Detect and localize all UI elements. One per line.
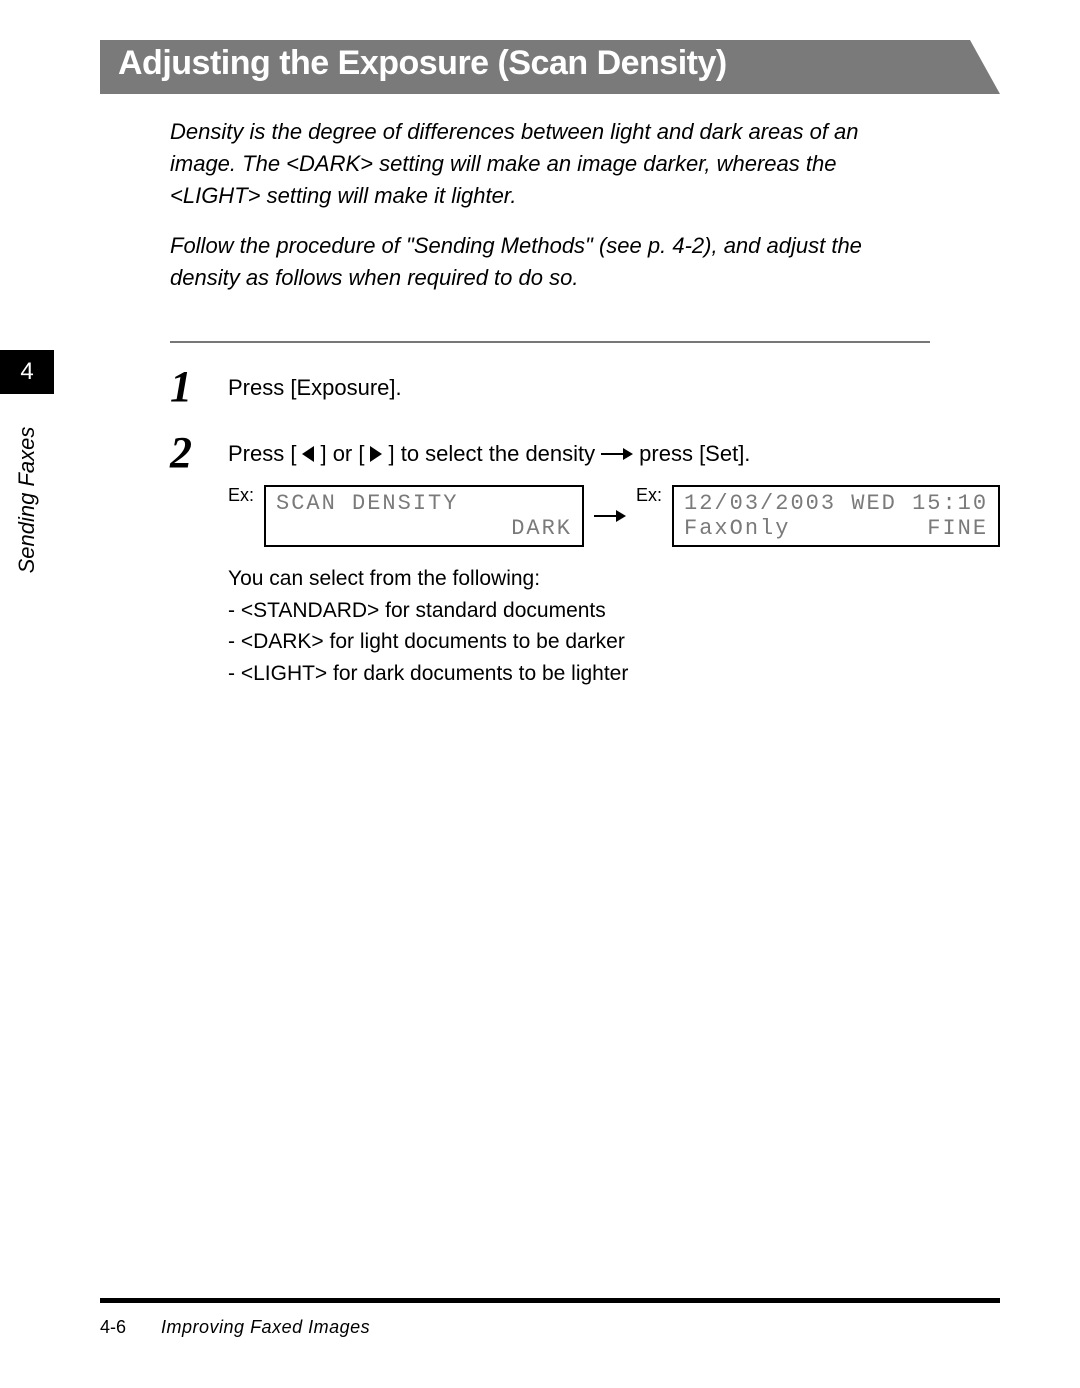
lcd-right-line1: 12/03/2003 WED 15:10 (684, 491, 988, 516)
step-2-text-d: press [Set]. (639, 441, 750, 467)
footer-rule (100, 1298, 1000, 1303)
lcd-left-line2: DARK (276, 516, 572, 541)
arrow-between-lcd-icon (594, 510, 626, 522)
step-2-notes: You can select from the following: - <ST… (228, 563, 1000, 689)
section-title-bar: Adjusting the Exposure (Scan Density) (100, 40, 1000, 94)
step-1-text: Press [Exposure]. (228, 375, 402, 400)
step-2-text-c: ] to select the density (388, 441, 595, 467)
step-2-instruction: Press [ ] or [ ] to select the density p… (228, 441, 1000, 467)
arrow-right-icon (601, 448, 633, 460)
footer-text: 4-6 Improving Faxed Images (100, 1317, 1000, 1338)
step-1: 1 Press [Exposure]. (170, 365, 930, 409)
chapter-number-box: 4 (0, 350, 54, 394)
lcd-display-left: SCAN DENSITY DARK (264, 485, 584, 547)
lcd-right-line2-left: FaxOnly (684, 516, 790, 541)
section-title: Adjusting the Exposure (Scan Density) (118, 44, 727, 83)
chapter-label: Sending Faxes (0, 473, 117, 527)
step-2-body: Press [ ] or [ ] to select the density p… (228, 431, 1000, 689)
footer-page-number: 4-6 (100, 1317, 126, 1337)
intro-paragraph-1: Density is the degree of differences bet… (170, 116, 930, 212)
step-2: 2 Press [ ] or [ ] to select the density… (170, 431, 930, 689)
intro-paragraph-2: Follow the procedure of "Sending Methods… (170, 230, 930, 294)
lcd-display-right: 12/03/2003 WED 15:10 FaxOnly FINE (672, 485, 1000, 547)
note-dark: - <DARK> for light documents to be darke… (228, 626, 1000, 658)
separator-rule (170, 341, 930, 343)
note-light: - <LIGHT> for dark documents to be light… (228, 658, 1000, 690)
note-standard: - <STANDARD> for standard documents (228, 595, 1000, 627)
lcd-example-row: Ex: SCAN DENSITY DARK Ex: 12/03/2003 WED… (228, 485, 1000, 547)
side-tab: 4 Sending Faxes (0, 350, 54, 590)
ex-label-left: Ex: (228, 485, 254, 506)
step-1-number: 1 (170, 365, 206, 409)
notes-intro: You can select from the following: (228, 563, 1000, 595)
page-footer: 4-6 Improving Faxed Images (100, 1298, 1000, 1338)
step-2-number: 2 (170, 431, 206, 475)
lcd-right-line2-right: FINE (927, 516, 988, 541)
step-2-text-b: ] or [ (320, 441, 364, 467)
right-triangle-icon (370, 446, 382, 462)
footer-title: Improving Faxed Images (161, 1317, 370, 1337)
step-2-text-a: Press [ (228, 441, 296, 467)
left-triangle-icon (302, 446, 314, 462)
title-notch (970, 40, 1000, 94)
step-1-body: Press [Exposure]. (228, 365, 930, 401)
lcd-left-line1: SCAN DENSITY (276, 491, 572, 516)
ex-label-right: Ex: (636, 485, 662, 506)
